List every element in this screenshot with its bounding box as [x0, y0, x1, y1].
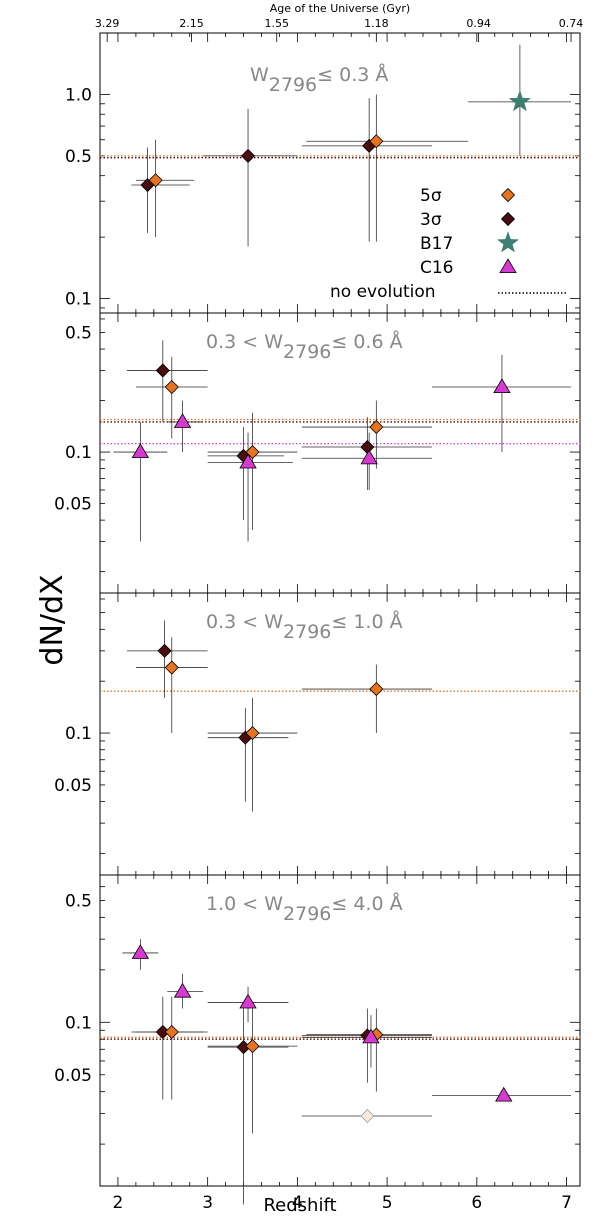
- data-point-diamond: [245, 725, 260, 741]
- y-tick-label: 0.1: [65, 290, 92, 310]
- data-point-star: [508, 90, 531, 112]
- data-point-diamond: [240, 148, 256, 163]
- panel-frame: [99, 312, 581, 594]
- x-tick-label: 7: [561, 1193, 572, 1213]
- top-axis-tick-label: 3.29: [95, 17, 120, 30]
- y-tick-label: 1.0: [65, 85, 92, 105]
- y-tick-label: 0.5: [65, 323, 92, 343]
- x-tick-label: 3: [202, 1193, 213, 1213]
- legend-label: C16: [420, 258, 454, 278]
- data-point-triangle: [131, 944, 150, 959]
- data-point-triangle: [173, 982, 192, 998]
- y-tick-label: 0.5: [65, 147, 92, 167]
- top-axis-tick-label: 1.55: [264, 17, 289, 30]
- panel-title-sub: 2796: [269, 74, 317, 96]
- data-point-diamond: [369, 419, 384, 435]
- x-tick-label: 4: [292, 1193, 303, 1213]
- panel-title-rest: ≤ 0.6 Å: [331, 330, 402, 353]
- data-point-diamond: [369, 134, 384, 149]
- y-tick-label: 0.1: [65, 443, 92, 463]
- top-axis-tick-label: 2.15: [179, 17, 204, 30]
- panel-title-rest: ≤ 1.0 Å: [331, 610, 402, 633]
- legend-label: B17: [420, 234, 453, 254]
- legend-marker: [500, 187, 516, 203]
- data-point-diamond: [164, 379, 179, 395]
- panel-title-main: 0.3 < W: [206, 611, 283, 633]
- data-point-diamond: [164, 1024, 179, 1040]
- panel-title-rest: ≤ 4.0 Å: [331, 892, 402, 915]
- panel-title-rest: ≤ 0.3 Å: [317, 63, 388, 86]
- legend-marker: [496, 231, 520, 253]
- data-point-diamond: [245, 1039, 260, 1054]
- top-axis-tick-label: 1.18: [364, 17, 389, 30]
- x-tick-label: 5: [382, 1193, 393, 1213]
- y-tick-label: 0.05: [54, 1066, 92, 1086]
- data-point-triangle: [239, 453, 257, 469]
- legend-label: 5σ: [420, 186, 442, 206]
- top-axis-title: Age of the Universe (Gyr): [270, 2, 410, 15]
- x-axis-title: Redshift: [263, 1195, 336, 1216]
- legend-label: no evolution: [330, 282, 436, 302]
- data-point-diamond: [369, 682, 384, 697]
- data-point-diamond-open: [360, 1108, 375, 1124]
- panel-3: 0.05 0.1 0.3 < W 2796 ≤ 1.0 Å: [54, 592, 581, 876]
- legend-label: 3σ: [420, 210, 442, 230]
- data-point-triangle: [493, 378, 511, 394]
- panel-title-main: 0.3 < W: [206, 331, 283, 353]
- data-point-diamond: [157, 643, 172, 658]
- data-point-diamond: [245, 444, 260, 460]
- panel-1: 0.1 0.5 1.0 W 2796 ≤ 0.3 Å 5σ 3σ B17 C16 no evolu…: [65, 32, 581, 314]
- y-tick-label: 0.5: [65, 891, 92, 911]
- y-tick-label: 0.05: [54, 776, 92, 796]
- data-point-triangle: [131, 443, 150, 459]
- panel-title-main: W: [250, 64, 269, 86]
- legend-marker: [500, 211, 516, 227]
- panel-title-sub: 2796: [283, 621, 331, 643]
- top-axis-tick-label: 0.94: [466, 17, 491, 30]
- data-point-triangle: [362, 1028, 380, 1044]
- panel-2: 0.05 0.1 0.5 0.3 < W 2796 ≤ 0.6 Å: [54, 312, 581, 594]
- data-point-diamond: [148, 173, 163, 188]
- panel-title-sub: 2796: [283, 341, 331, 363]
- panel-title-main: 1.0 < W: [206, 893, 283, 915]
- panel-4: 0.05 0.1 0.5 1.0 < W 2796 ≤ 4.0 Å 2 3 4 5 6 7: [54, 874, 581, 1213]
- legend-marker: [499, 258, 517, 274]
- y-tick-label: 0.1: [65, 1013, 92, 1033]
- top-axis-tick-label: 0.74: [559, 17, 584, 30]
- y-axis-title: dN/dX: [35, 574, 70, 665]
- y-tick-label: 0.05: [54, 495, 92, 515]
- x-tick-label: 6: [471, 1193, 482, 1213]
- x-tick-label: 2: [113, 1193, 124, 1213]
- data-point-diamond: [164, 660, 179, 675]
- y-tick-label: 0.1: [65, 724, 92, 744]
- data-point-triangle: [173, 413, 192, 428]
- data-point-triangle: [360, 449, 378, 465]
- data-point-triangle: [495, 1086, 513, 1102]
- data-point-triangle: [239, 993, 257, 1009]
- panel-title-sub: 2796: [283, 903, 331, 925]
- panel-frame: [99, 592, 581, 876]
- data-point-diamond: [360, 439, 375, 455]
- data-point-diamond: [155, 363, 170, 378]
